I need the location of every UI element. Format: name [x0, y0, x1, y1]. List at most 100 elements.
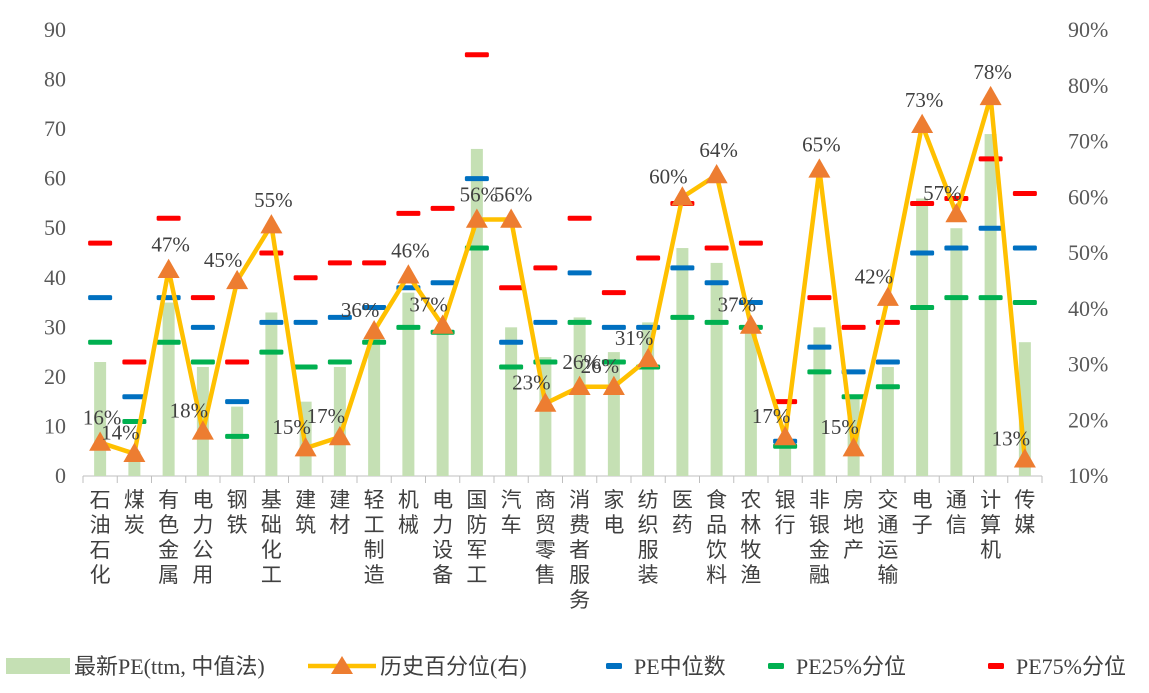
category-char: 子: [912, 513, 933, 537]
category-label: 计算机: [980, 488, 1001, 562]
legend-swatch-bar: [6, 658, 70, 674]
category-label: 银行: [775, 488, 796, 537]
category-char: 药: [672, 513, 693, 537]
category-char: 械: [398, 513, 419, 537]
pe-marker-PE25%分位: [807, 369, 832, 375]
percentile-data-label: 60%: [649, 164, 688, 188]
pe-marker-PE25%分位: [704, 319, 729, 325]
percentile-data-label: 23%: [512, 371, 551, 395]
percentile-data-label: 17%: [752, 404, 791, 428]
percentile-data-label: 64%: [699, 138, 738, 162]
category-char: 农: [740, 488, 761, 512]
pe-marker-PE75%分位: [704, 245, 729, 251]
category-char: 通: [877, 513, 898, 537]
percentile-data-label: 78%: [973, 60, 1012, 84]
pe-marker-PE75%分位: [190, 295, 215, 301]
category-char: 石: [90, 538, 111, 562]
pe-marker-PE75%分位: [807, 295, 832, 301]
pe-marker-PE中位数: [362, 305, 387, 311]
category-char: 融: [809, 563, 830, 587]
category-char: 信: [946, 513, 967, 537]
category-char: 建: [329, 488, 350, 512]
category-char: 军: [466, 538, 487, 562]
category-char: 备: [432, 563, 453, 587]
category-label: 钢铁: [227, 488, 248, 537]
percentile-marker: [1013, 448, 1036, 468]
pe-marker-PE75%分位: [225, 359, 250, 365]
pe-bar: [813, 327, 826, 476]
category-char: 电: [912, 488, 933, 512]
percentile-data-label: 56%: [494, 183, 533, 207]
pe-marker-PE75%分位: [293, 275, 318, 281]
category-char: 料: [706, 563, 727, 587]
pe-marker-PE25%分位: [978, 295, 1003, 301]
right-axis-tick-label: 80%: [1068, 73, 1108, 98]
category-char: 工: [261, 563, 282, 587]
percentile-marker: [876, 286, 899, 306]
percentile-data-label: 15%: [272, 415, 311, 439]
left-axis-tick-label: 20: [44, 364, 66, 389]
category-char: 务: [569, 588, 590, 612]
category-char: 色: [158, 513, 179, 537]
category-char: 非: [809, 488, 830, 512]
percentile-marker: [808, 158, 831, 178]
pe-marker-PE中位数: [944, 245, 969, 251]
percentile-marker: [397, 264, 420, 284]
pe-marker-PE中位数: [293, 319, 318, 325]
category-label: 房地产: [843, 488, 864, 562]
category-char: 石: [90, 488, 111, 512]
category-char: 力: [192, 513, 213, 537]
legend-swatch-triangle: [331, 656, 353, 674]
percentile-marker: [191, 420, 214, 440]
percentile-marker: [842, 437, 865, 457]
category-char: 通: [946, 488, 967, 512]
pe-bar: [162, 302, 175, 476]
category-char: 售: [535, 563, 556, 587]
percentile-marker: [602, 375, 625, 396]
category-label: 机械: [398, 488, 419, 537]
percentile-marker: [568, 375, 591, 396]
category-char: 炭: [124, 513, 145, 537]
pe-marker-PE25%分位: [944, 295, 969, 301]
right-axis-tick-label: 10%: [1068, 463, 1108, 488]
percentile-data-label: 73%: [905, 88, 944, 112]
percentile-data-label: 18%: [170, 398, 209, 422]
category-char: 费: [569, 513, 590, 537]
category-char: 林: [740, 513, 761, 537]
pe-marker-PE中位数: [807, 344, 832, 350]
category-char: 公: [192, 538, 213, 562]
left-axis-tick-label: 80: [44, 67, 66, 92]
pe-marker-PE中位数: [841, 369, 866, 375]
category-char: 计: [980, 488, 1001, 512]
category-char: 化: [261, 538, 282, 562]
left-axis-tick-label: 0: [55, 463, 66, 488]
percentile-marker: [671, 186, 694, 206]
percentile-marker: [431, 314, 454, 334]
pe-marker-PE25%分位: [156, 339, 181, 345]
category-label: 建筑: [295, 488, 316, 537]
left-axis-tick-label: 40: [44, 265, 66, 290]
category-char: 础: [261, 513, 282, 537]
legend-swatch-PE中位数: [606, 663, 622, 669]
category-char: 医: [672, 488, 693, 512]
category-char: 工: [364, 513, 385, 537]
percentile-marker: [157, 258, 180, 278]
pe-bar: [916, 198, 929, 476]
pe-marker-PE中位数: [875, 359, 900, 365]
pe-marker-PE75%分位: [636, 255, 661, 261]
percentile-marker: [123, 442, 146, 462]
right-axis-tick-label: 30%: [1068, 352, 1108, 377]
left-axis-tick-label: 90: [44, 17, 66, 42]
pe-marker-PE75%分位: [122, 359, 147, 365]
pe-marker-PE75%分位: [601, 290, 626, 296]
pe-marker-PE75%分位: [978, 156, 1003, 162]
left-axis-tick-label: 10: [44, 413, 66, 438]
pe-bar: [231, 406, 244, 476]
left-axis-tick-label: 30: [44, 314, 66, 339]
left-axis-tick-label: 60: [44, 166, 66, 191]
